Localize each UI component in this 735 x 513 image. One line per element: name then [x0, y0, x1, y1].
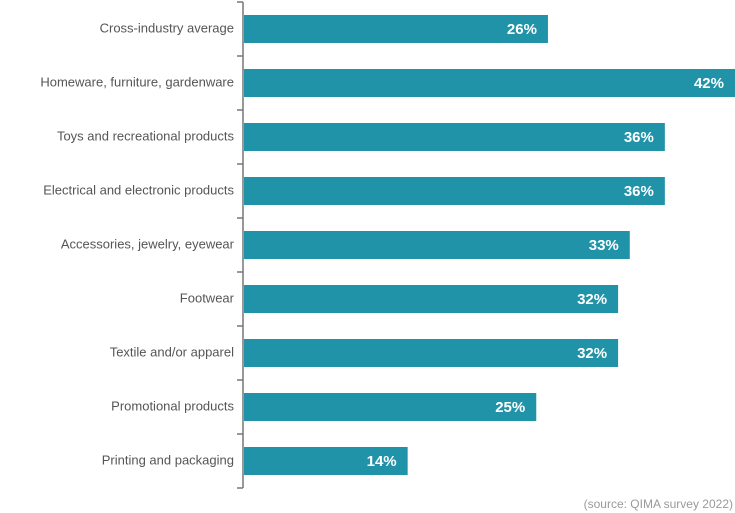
value-label: 36% [624, 183, 654, 200]
value-label: 26% [507, 21, 537, 38]
category-label: Printing and packaging [102, 452, 234, 467]
bar [244, 15, 548, 43]
category-label: Electrical and electronic products [43, 182, 234, 197]
value-label: 14% [367, 453, 397, 470]
bar [244, 447, 408, 475]
bar [244, 339, 619, 367]
bar [244, 231, 630, 259]
category-label: Accessories, jewelry, eyewear [61, 236, 235, 251]
category-label: Promotional products [111, 398, 234, 413]
category-label: Toys and recreational products [57, 128, 235, 143]
category-label: Footwear [180, 290, 235, 305]
bar [244, 69, 735, 97]
value-label: 32% [577, 291, 607, 308]
value-label: 36% [624, 129, 654, 146]
value-label: 33% [589, 237, 619, 254]
value-label: 32% [577, 345, 607, 362]
bar [244, 285, 619, 313]
category-label: Homeware, furniture, gardenware [40, 74, 234, 89]
value-label: 42% [694, 75, 724, 92]
source-note: (source: QIMA survey 2022) [584, 497, 733, 511]
category-label: Cross-industry average [100, 20, 234, 35]
category-label: Textile and/or apparel [110, 344, 234, 359]
bar [244, 393, 537, 421]
value-label: 25% [495, 399, 525, 416]
bar [244, 123, 665, 151]
bar [244, 177, 665, 205]
